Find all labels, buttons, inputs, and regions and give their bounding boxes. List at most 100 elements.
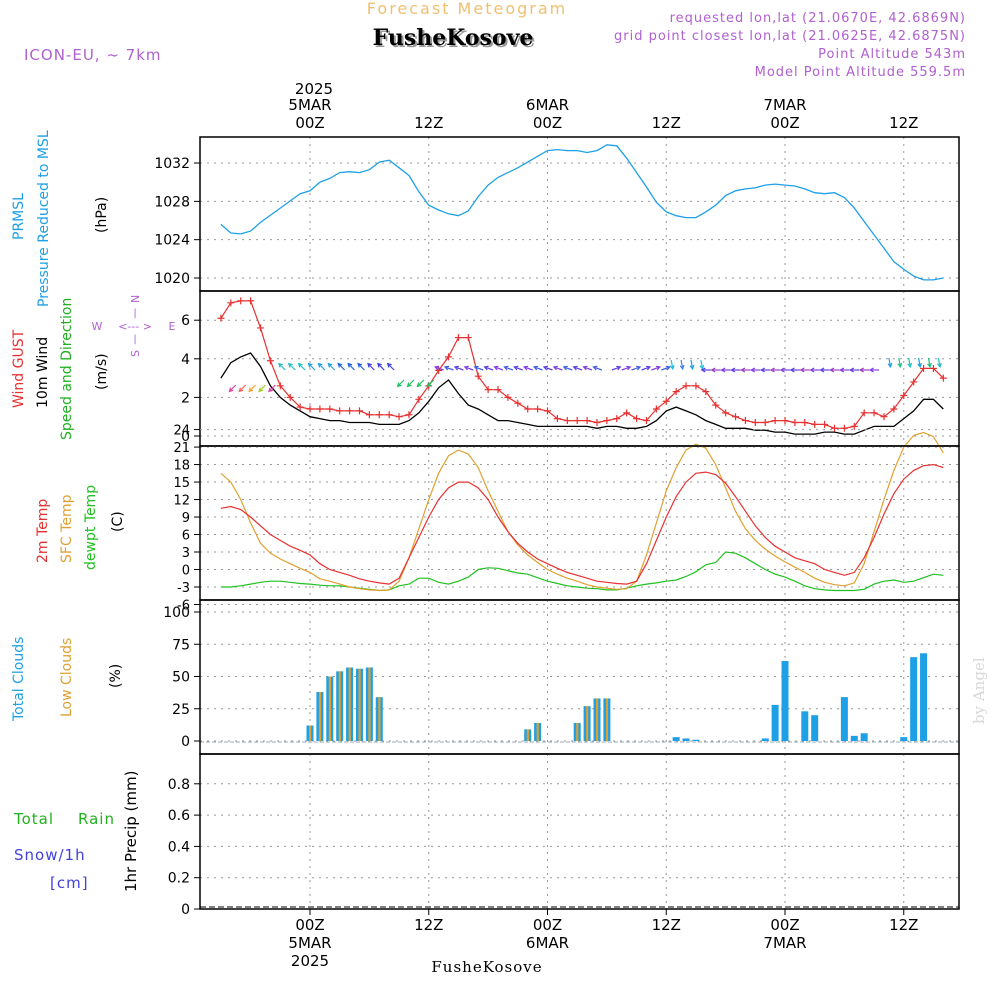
- gust-marker: [474, 372, 482, 380]
- bottom-time-label: 6MAR: [526, 934, 569, 952]
- wind-arrow-head: [582, 365, 588, 371]
- temp-tick-label: 6: [182, 529, 190, 544]
- wind-arrow: [553, 366, 563, 371]
- compass-ns-2: |: [133, 334, 136, 345]
- total-cloud-bar: [811, 715, 819, 741]
- wind-tick-label: 6: [181, 313, 190, 329]
- gust-marker: [296, 403, 304, 411]
- gust-marker: [652, 405, 660, 413]
- top-time-label: 00Z: [295, 114, 324, 132]
- model-point-altitude: Model Point Altitude 559.5m: [755, 65, 966, 80]
- total-label: Total: [13, 810, 54, 828]
- wind-arrow-head: [307, 362, 313, 368]
- wind-arrow-head: [376, 362, 382, 368]
- gust-marker: [217, 314, 225, 322]
- bottom-time-label: 12Z: [889, 916, 918, 934]
- wind-arrow: [357, 363, 365, 371]
- wind-arrow-head: [626, 365, 632, 371]
- precip-panel: 0 0.2 0.4 0.6 0.8: [168, 753, 960, 918]
- wind-arrow: [898, 357, 901, 367]
- wind-speed-direction-label: Speed and Direction: [59, 298, 75, 440]
- wind-arrow-head: [789, 367, 795, 373]
- gust-marker: [257, 324, 265, 332]
- wind-arrow: [327, 363, 336, 371]
- wind-arrow: [908, 357, 911, 367]
- wind-arrow-head: [396, 382, 402, 388]
- top-time-label: 6MAR: [526, 96, 569, 114]
- wind-arrow-head: [433, 365, 440, 371]
- wind-arrow: [680, 359, 684, 369]
- panel-frame: [199, 136, 960, 292]
- gust-marker: [346, 407, 354, 415]
- prmsl-label: PRMSL: [11, 193, 27, 240]
- gust-marker: [751, 418, 759, 426]
- wind-arrow-head: [665, 365, 671, 371]
- gust-marker: [900, 391, 908, 399]
- gust-marker: [494, 386, 502, 394]
- wind-arrow: [454, 366, 464, 371]
- wind-arrow-head: [337, 362, 343, 368]
- gust-marker: [306, 405, 314, 413]
- wind-arrow-head: [463, 365, 469, 371]
- pressure-panel: 1020 1024 1028 1032: [154, 136, 960, 292]
- gust-marker: [454, 334, 462, 342]
- wind-tick-label: 0: [181, 429, 190, 445]
- wind-arrow-head: [868, 367, 874, 373]
- precip-side-labels: Total Rain Snow/1h [cm] 1hr Precip (mm): [13, 771, 140, 892]
- temp-2m-line: [220, 463, 944, 585]
- wind-arrow: [417, 379, 425, 387]
- gust-marker: [355, 407, 363, 415]
- wind-tick-label: 2: [181, 390, 190, 406]
- wind-arrow-head: [523, 365, 529, 371]
- gust-marker: [771, 417, 779, 425]
- wind-arrow-head: [679, 364, 685, 371]
- temp-tick-label: 15: [173, 476, 190, 491]
- wind-arrow-head: [699, 364, 705, 371]
- low-clouds-label: Low Clouds: [59, 638, 75, 717]
- wind-arrow: [484, 366, 494, 371]
- pressure-tick-label: 1028: [154, 194, 190, 210]
- wind-arrow-head: [858, 367, 864, 373]
- gust-marker: [623, 409, 631, 417]
- gust-marker: [524, 405, 532, 413]
- wind-arrow-head: [809, 367, 815, 373]
- product-title: Forecast Meteogram: [367, 0, 567, 18]
- gust-marker: [920, 364, 928, 372]
- gust-marker: [860, 409, 868, 417]
- wind-arrow: [523, 366, 533, 371]
- gust-marker: [286, 393, 294, 401]
- gust-marker: [732, 413, 740, 421]
- precip-tick-label: 0.8: [168, 777, 190, 793]
- wind-arrow: [474, 366, 484, 371]
- gust-marker: [514, 399, 522, 407]
- gust-marker: [336, 407, 344, 415]
- wind-arrow-head: [572, 365, 578, 371]
- wind-arrow: [543, 366, 553, 371]
- pressure-unit: (hPa): [94, 197, 110, 233]
- total-cloud-bar: [920, 653, 928, 741]
- wind-arrow: [367, 363, 375, 371]
- bottom-time-label: 00Z: [533, 916, 562, 934]
- compass-ns: |: [133, 308, 136, 319]
- gust-marker: [850, 422, 858, 430]
- low-cloud-bar: [328, 676, 331, 741]
- wind-arrow: [573, 366, 583, 371]
- wind-arrow: [494, 366, 504, 371]
- low-cloud-bar: [586, 706, 589, 741]
- wind-arrow-head: [416, 382, 422, 388]
- dewpt-line: [220, 551, 944, 592]
- wind-arrow: [700, 359, 704, 369]
- wind-arrow: [337, 363, 346, 371]
- gust-marker: [880, 413, 888, 421]
- wind-arrow-head: [740, 367, 746, 373]
- grid-point-coords: grid point closest lon,lat (21.0625E, 42…: [614, 29, 966, 44]
- total-cloud-bar: [692, 739, 700, 741]
- gust-marker: [672, 388, 680, 396]
- gust-marker: [247, 297, 255, 305]
- wind-arrow-head: [493, 365, 499, 371]
- gust-marker: [613, 415, 621, 423]
- wind-side-labels: Wind GUST 10m Wind Speed and Direction (…: [11, 295, 176, 440]
- snow-label: Snow/1h: [14, 846, 86, 864]
- precip-axis-label: 1hr Precip (mm): [122, 771, 140, 892]
